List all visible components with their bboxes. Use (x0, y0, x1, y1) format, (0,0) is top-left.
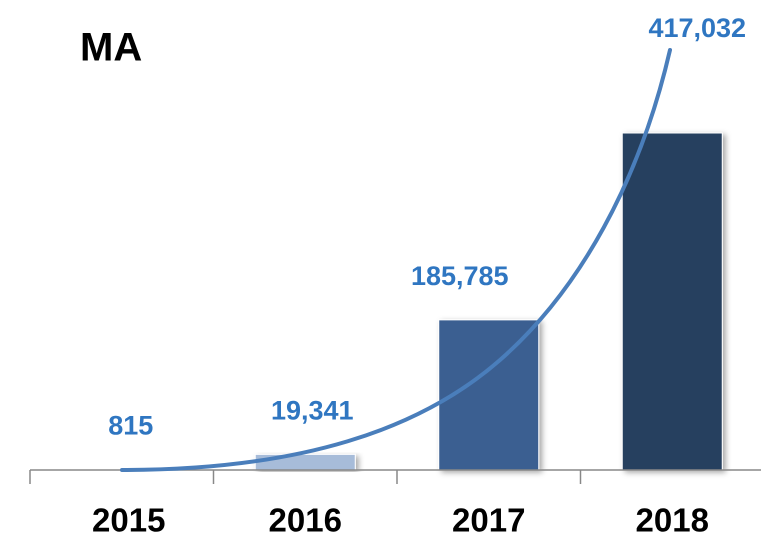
x-tick-label: 2015 (92, 502, 165, 539)
value-label: 185,785 (411, 261, 509, 291)
bar (621, 132, 723, 471)
bar (254, 453, 356, 471)
trend-curve (120, 48, 672, 472)
value-label: 19,341 (271, 395, 354, 425)
x-tick-label: 2018 (636, 502, 709, 539)
x-tick-label: 2016 (269, 502, 342, 539)
x-tick-label: 2017 (452, 502, 525, 539)
chart-title: MA (80, 26, 142, 70)
value-label: 417,032 (648, 13, 746, 43)
value-label: 815 (108, 410, 153, 440)
